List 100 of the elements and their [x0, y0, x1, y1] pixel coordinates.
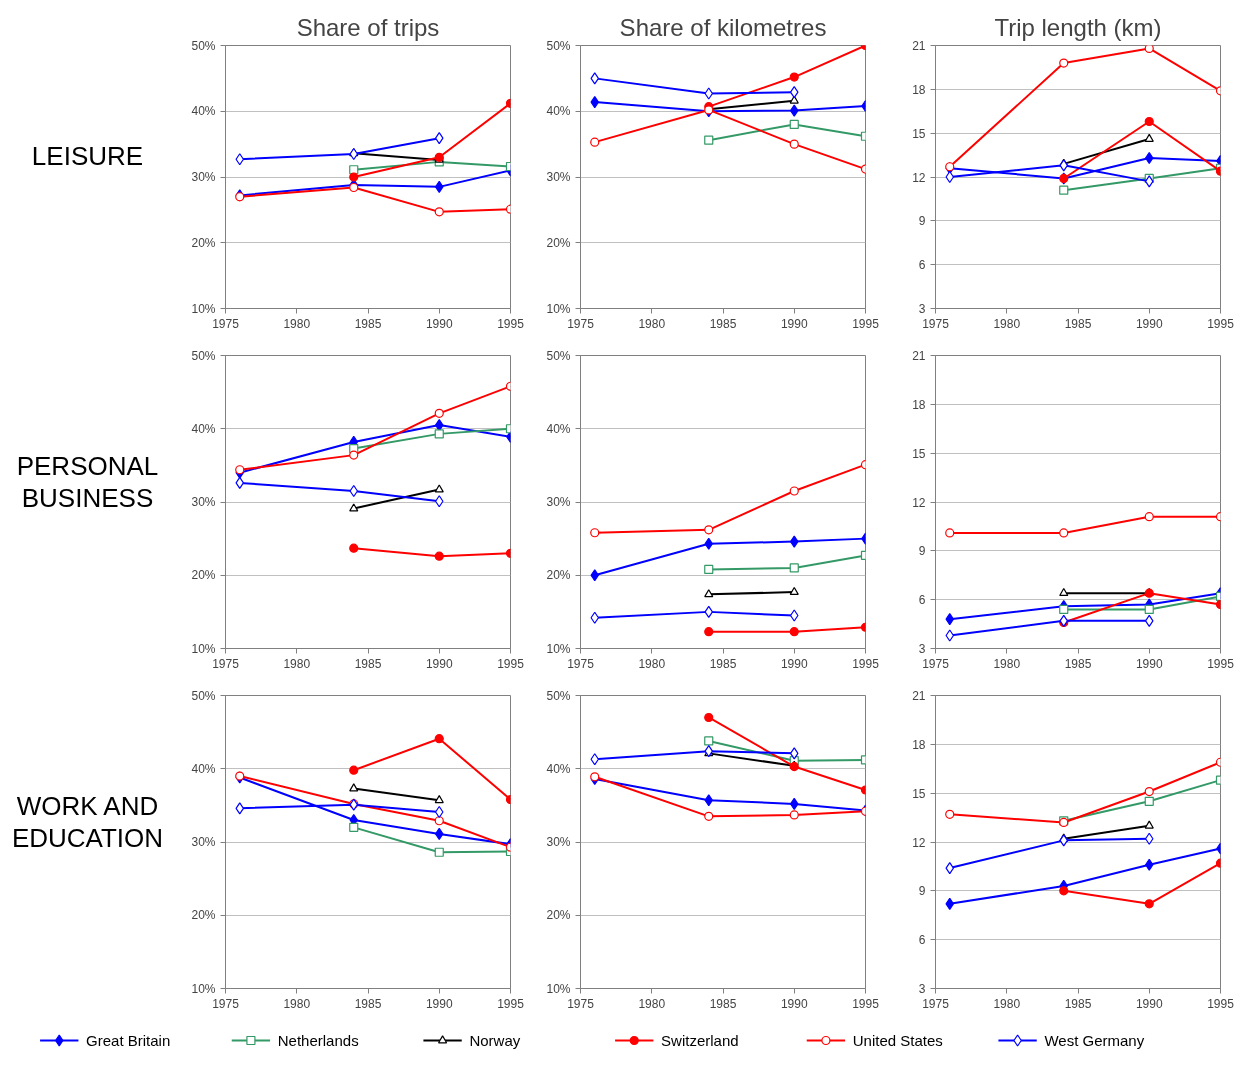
- y-tick-label: 6: [918, 258, 926, 273]
- y-axis-title: LEISURE: [31, 140, 144, 172]
- y-tick-label: 6: [918, 593, 926, 608]
- x-tick-label: 1995: [1207, 656, 1235, 671]
- x-tick-label: 1980: [638, 316, 666, 331]
- y-tick-label: 9: [918, 884, 926, 899]
- chart-title: Share of trips: [296, 13, 440, 41]
- x-tick-label: 1985: [354, 656, 382, 671]
- x-tick-label: 1990: [425, 316, 453, 331]
- y-tick-label: 10%: [191, 641, 216, 656]
- x-tick-label: 1995: [852, 996, 880, 1011]
- x-tick-label: 1990: [780, 316, 808, 331]
- y-tick-label: 40%: [191, 421, 216, 436]
- y-tick-label: 9: [918, 544, 926, 559]
- x-tick-label: 1985: [354, 996, 382, 1011]
- x-tick-label: 1995: [1207, 996, 1235, 1011]
- y-tick-label: 12: [912, 170, 926, 185]
- y-tick-label: 20%: [546, 908, 571, 923]
- x-tick-label: 1985: [709, 316, 737, 331]
- x-tick-label: 1990: [1135, 316, 1163, 331]
- x-tick-label: 1990: [1135, 656, 1163, 671]
- legend-label: United States: [852, 1032, 943, 1049]
- y-tick-label: 30%: [191, 495, 216, 509]
- x-tick-label: 1995: [497, 996, 525, 1011]
- y-tick-label: 21: [912, 39, 926, 53]
- y-tick-label: 20%: [191, 908, 216, 923]
- y-tick-label: 18: [912, 737, 926, 752]
- x-tick-label: 1980: [993, 656, 1021, 671]
- x-tick-label: 1975: [567, 656, 595, 671]
- y-tick-label: 30%: [191, 835, 216, 849]
- x-tick-label: 1975: [212, 316, 240, 331]
- y-tick-label: 12: [912, 835, 926, 850]
- y-tick-label: 20%: [546, 568, 571, 583]
- y-tick-label: 10%: [546, 641, 571, 656]
- x-tick-label: 1985: [1064, 996, 1092, 1011]
- x-tick-label: 1975: [212, 996, 240, 1011]
- y-tick-label: 20%: [546, 235, 571, 250]
- x-tick-label: 1990: [425, 996, 453, 1011]
- legend-label: Norway: [469, 1032, 521, 1049]
- x-tick-label: 1995: [852, 656, 880, 671]
- x-tick-label: 1995: [1207, 316, 1235, 331]
- y-axis-title: WORK AND EDUCATION: [10, 790, 165, 854]
- y-tick-label: 50%: [191, 348, 216, 363]
- x-tick-label: 1980: [283, 656, 311, 671]
- y-tick-label: 10%: [546, 301, 571, 316]
- y-tick-label: 21: [912, 349, 926, 363]
- y-tick-label: 3: [918, 302, 926, 316]
- y-tick-label: 40%: [191, 761, 216, 776]
- chart-title: Trip length (km): [994, 13, 1162, 41]
- y-tick-label: 40%: [546, 104, 571, 119]
- y-tick-label: 15: [912, 446, 926, 461]
- y-tick-label: 40%: [546, 421, 571, 436]
- y-tick-label: 50%: [546, 348, 571, 363]
- y-tick-label: 3: [918, 642, 926, 656]
- y-tick-label: 20%: [191, 568, 216, 583]
- y-tick-label: 21: [912, 689, 926, 703]
- y-tick-label: 9: [918, 214, 926, 229]
- x-tick-label: 1985: [354, 316, 382, 331]
- legend-label: Switzerland: [661, 1032, 739, 1049]
- y-tick-label: 30%: [546, 495, 571, 509]
- x-tick-label: 1985: [1064, 316, 1092, 331]
- y-tick-label: 30%: [191, 170, 216, 184]
- x-tick-label: 1975: [922, 996, 950, 1011]
- y-tick-label: 50%: [191, 688, 216, 703]
- y-tick-label: 20%: [191, 235, 216, 250]
- legend-label: Great Britain: [86, 1032, 171, 1049]
- y-tick-label: 50%: [191, 38, 216, 53]
- legend-label: West Germany: [1044, 1032, 1145, 1049]
- y-tick-label: 10%: [191, 981, 216, 996]
- y-axis-title: PERSONAL BUSINESS: [15, 450, 160, 514]
- y-tick-label: 6: [918, 933, 926, 948]
- x-tick-label: 1985: [709, 656, 737, 671]
- y-tick-label: 18: [912, 397, 926, 412]
- x-tick-label: 1975: [212, 656, 240, 671]
- y-tick-label: 12: [912, 495, 926, 510]
- chart-title: Share of kilometres: [619, 13, 827, 41]
- y-tick-label: 15: [912, 786, 926, 801]
- x-tick-label: 1975: [567, 316, 595, 331]
- y-tick-label: 3: [918, 982, 926, 996]
- y-tick-label: 40%: [191, 104, 216, 119]
- x-tick-label: 1980: [283, 316, 311, 331]
- x-tick-label: 1980: [638, 996, 666, 1011]
- x-tick-label: 1980: [993, 316, 1021, 331]
- x-tick-label: 1975: [922, 656, 950, 671]
- x-tick-label: 1995: [497, 316, 525, 331]
- y-tick-label: 10%: [546, 981, 571, 996]
- x-tick-label: 1985: [1064, 656, 1092, 671]
- x-tick-label: 1975: [922, 316, 950, 331]
- y-tick-label: 15: [912, 126, 926, 141]
- y-tick-label: 50%: [546, 688, 571, 703]
- legend-label: Netherlands: [277, 1032, 359, 1049]
- x-tick-label: 1980: [283, 996, 311, 1011]
- x-tick-label: 1975: [567, 996, 595, 1011]
- y-tick-label: 10%: [191, 301, 216, 316]
- x-tick-label: 1995: [497, 656, 525, 671]
- x-tick-label: 1995: [852, 316, 880, 331]
- x-tick-label: 1990: [425, 656, 453, 671]
- x-tick-label: 1980: [638, 656, 666, 671]
- y-tick-label: 18: [912, 82, 926, 97]
- x-tick-label: 1990: [780, 996, 808, 1011]
